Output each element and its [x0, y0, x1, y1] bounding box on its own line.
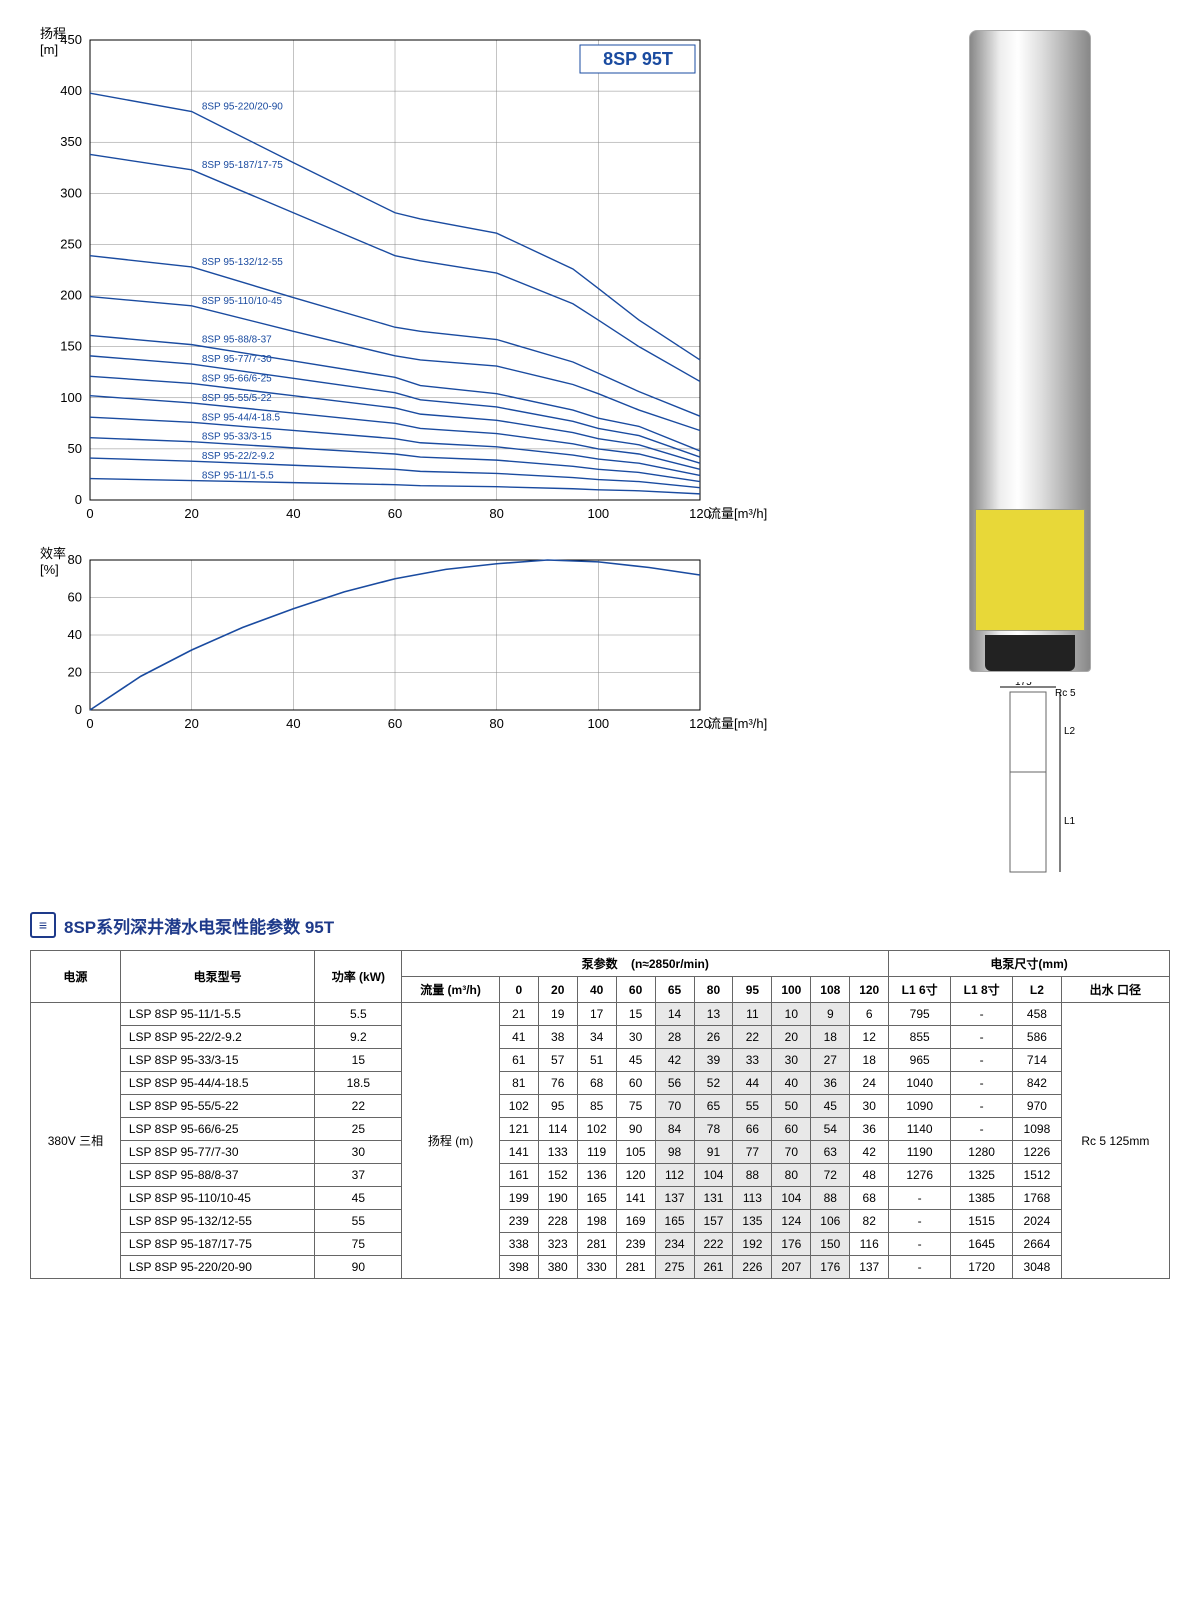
table-row: LSP 8SP 95-22/2-9.29.2413834302826222018…	[31, 1026, 1170, 1049]
svg-text:300: 300	[60, 185, 82, 200]
svg-text:Rc 5: Rc 5	[1055, 688, 1076, 699]
svg-text:20: 20	[184, 716, 198, 731]
svg-text:8SP 95-44/4-18.5: 8SP 95-44/4-18.5	[202, 412, 281, 423]
svg-text:150: 150	[60, 339, 82, 354]
svg-text:8SP 95-66/6-25: 8SP 95-66/6-25	[202, 373, 272, 384]
svg-text:8SP 95-187/17-75: 8SP 95-187/17-75	[202, 160, 283, 171]
dimension-diagram: 175 Rc 5 L2 L1	[970, 682, 1090, 882]
svg-text:8SP 95-110/10-45: 8SP 95-110/10-45	[202, 296, 283, 307]
svg-text:8SP 95-55/5-22: 8SP 95-55/5-22	[202, 393, 272, 404]
svg-text:100: 100	[60, 390, 82, 405]
svg-text:8SP 95-22/2-9.2: 8SP 95-22/2-9.2	[202, 451, 275, 462]
svg-text:L2: L2	[1064, 726, 1076, 737]
svg-text:60: 60	[68, 590, 82, 605]
svg-text:100: 100	[587, 716, 609, 731]
svg-text:扬程: 扬程	[40, 26, 66, 41]
efficiency-chart: 020406080100120020406080效率[%]流量[m³/h]	[30, 540, 770, 750]
table-row: LSP 8SP 95-132/12-5555239228198169165157…	[31, 1210, 1170, 1233]
table-row: LSP 8SP 95-44/4-18.518.58176686056524440…	[31, 1072, 1170, 1095]
svg-text:8SP 95-11/1-5.5: 8SP 95-11/1-5.5	[202, 471, 274, 482]
svg-text:流量[m³/h]: 流量[m³/h]	[708, 716, 767, 731]
svg-text:175: 175	[1015, 682, 1032, 688]
svg-text:40: 40	[286, 506, 300, 521]
svg-text:0: 0	[75, 492, 82, 507]
svg-text:8SP 95-33/3-15: 8SP 95-33/3-15	[202, 432, 272, 443]
svg-text:8SP 95-77/7-30: 8SP 95-77/7-30	[202, 354, 272, 365]
svg-text:100: 100	[587, 506, 609, 521]
svg-text:400: 400	[60, 83, 82, 98]
svg-text:0: 0	[86, 506, 93, 521]
svg-text:40: 40	[68, 627, 82, 642]
svg-text:8SP 95-220/20-90: 8SP 95-220/20-90	[202, 102, 283, 113]
svg-text:80: 80	[489, 506, 503, 521]
svg-text:流量[m³/h]: 流量[m³/h]	[708, 506, 767, 521]
table-row: LSP 8SP 95-187/17-7575338323281239234222…	[31, 1233, 1170, 1256]
svg-text:60: 60	[388, 506, 402, 521]
svg-text:0: 0	[86, 716, 93, 731]
table-row: 380V 三相LSP 8SP 95-11/1-5.55.5扬程 (m)21191…	[31, 1003, 1170, 1026]
svg-text:[m]: [m]	[40, 42, 58, 57]
svg-text:40: 40	[286, 716, 300, 731]
svg-text:200: 200	[60, 288, 82, 303]
table-row: LSP 8SP 95-33/3-151561575145423933302718…	[31, 1049, 1170, 1072]
svg-text:80: 80	[68, 552, 82, 567]
svg-text:8SP 95-88/8-37: 8SP 95-88/8-37	[202, 335, 272, 346]
svg-text:250: 250	[60, 236, 82, 251]
svg-text:60: 60	[388, 716, 402, 731]
svg-text:8SP 95-132/12-55: 8SP 95-132/12-55	[202, 257, 283, 268]
svg-text:效率: 效率	[40, 546, 66, 561]
table-row: LSP 8SP 95-77/7-303014113311910598917770…	[31, 1141, 1170, 1164]
svg-text:0: 0	[75, 702, 82, 717]
svg-text:20: 20	[68, 665, 82, 680]
svg-text:50: 50	[68, 441, 82, 456]
head-chart: 0204060801001200501001502002503003504004…	[30, 20, 770, 540]
table-row: LSP 8SP 95-66/6-252512111410290847866605…	[31, 1118, 1170, 1141]
table-row: LSP 8SP 95-110/10-4545199190165141137131…	[31, 1187, 1170, 1210]
table-title-text: 8SP系列深井潜水电泵性能参数 95T	[64, 913, 334, 938]
svg-text:20: 20	[184, 506, 198, 521]
svg-text:8SP 95T: 8SP 95T	[603, 49, 673, 69]
table-row: LSP 8SP 95-220/20-9090398380330281275261…	[31, 1256, 1170, 1279]
svg-text:L1: L1	[1064, 816, 1076, 827]
svg-text:[%]: [%]	[40, 562, 59, 577]
spec-icon: ≡	[30, 912, 56, 938]
table-row: LSP 8SP 95-88/8-373716115213612011210488…	[31, 1164, 1170, 1187]
svg-text:80: 80	[489, 716, 503, 731]
pump-illustration	[969, 30, 1091, 672]
svg-text:350: 350	[60, 134, 82, 149]
spec-table: 电源电泵型号功率 (kW)泵参数 (n≈2850r/min)电泵尺寸(mm)流量…	[30, 950, 1170, 1279]
table-section-title: ≡ 8SP系列深井潜水电泵性能参数 95T	[30, 912, 1170, 938]
table-row: LSP 8SP 95-55/5-222210295857570655550453…	[31, 1095, 1170, 1118]
